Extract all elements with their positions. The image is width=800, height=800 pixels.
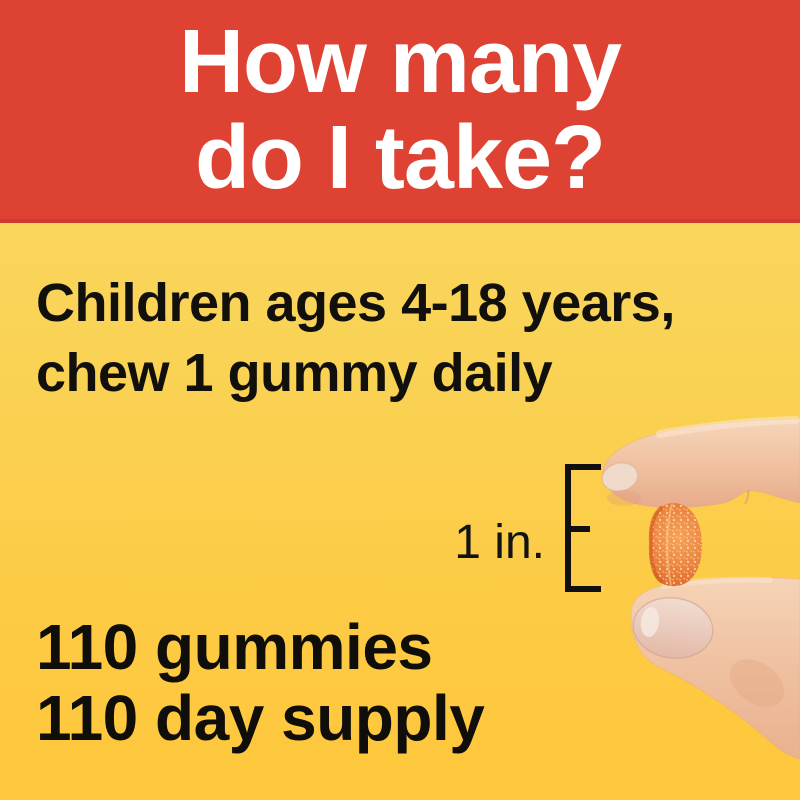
supply-line2: 110 day supply [36, 682, 485, 754]
header-title-line1: How many [178, 12, 622, 112]
header-banner: How many do I take? [0, 0, 800, 223]
thumbnail [632, 597, 714, 659]
orange-gummy-slice-icon [648, 503, 703, 587]
measurement-label: 1 in. [454, 516, 545, 569]
supply-info: 110 gummies 110 day supply [36, 611, 485, 754]
dosage-line2: chew 1 gummy daily [36, 343, 553, 403]
supply-line1: 110 gummies [36, 611, 433, 683]
thumb [630, 576, 800, 760]
index-finger [601, 416, 800, 509]
dosage-line1: Children ages 4-18 years, [36, 273, 675, 333]
header-title-line2: do I take? [194, 108, 606, 208]
measurement-bracket-icon [565, 464, 601, 592]
dosage-instruction: Children ages 4-18 years, chew 1 gummy d… [36, 268, 675, 408]
